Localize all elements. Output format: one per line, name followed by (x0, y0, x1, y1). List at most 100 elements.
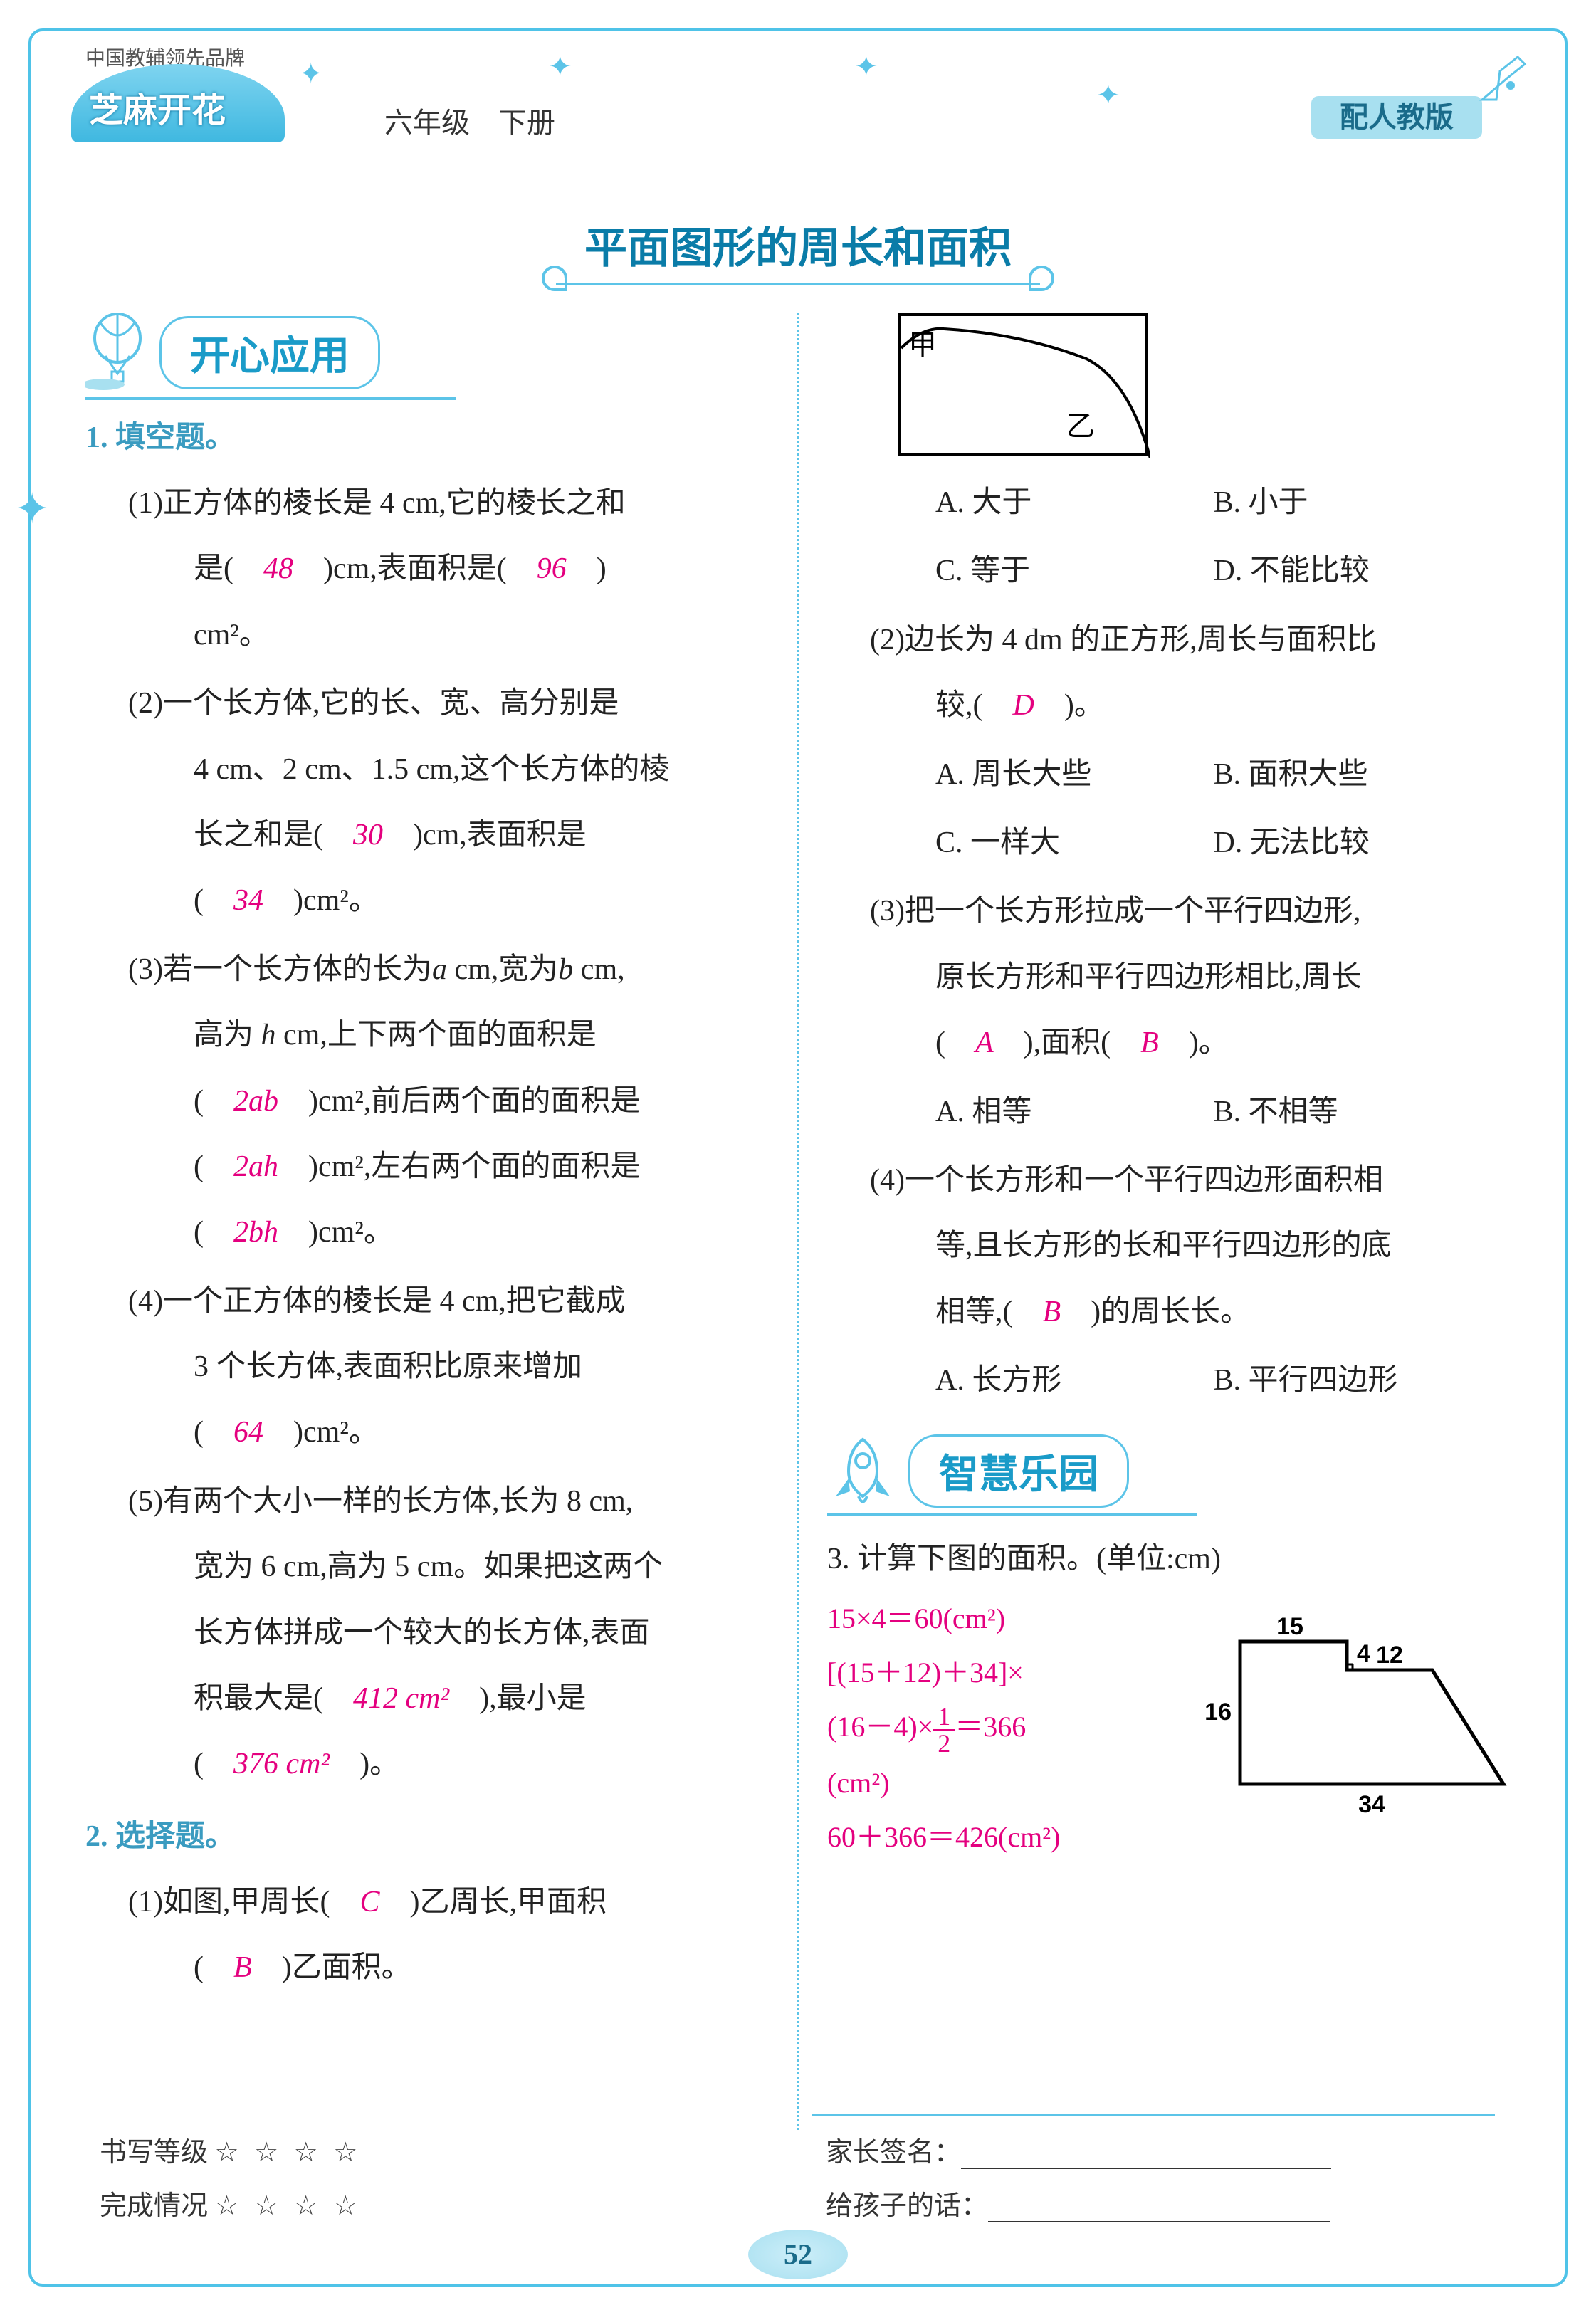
text: ),最小是 (449, 1682, 587, 1715)
q2-body-right: A. 大于 B. 小于 C. 等于 D. 不能比较 (2)边长为 4 dm 的正… (827, 470, 1511, 1413)
text: )。 (1159, 1027, 1229, 1059)
text: 是( (194, 552, 263, 585)
diagram-label-yi: 乙 (1066, 403, 1095, 444)
text: ),面积( (994, 1027, 1140, 1059)
q2-4: (4)一个长方形和一个平行四边形面积相 等,且长方形的长和平行四边形的底 相等,… (870, 1148, 1511, 1345)
answer: 412 cm² (353, 1682, 449, 1715)
text: 积最大是( (194, 1682, 353, 1715)
balloon-icon (85, 313, 149, 392)
answer: 2ab (233, 1085, 278, 1118)
text: )cm²。 (278, 1216, 394, 1249)
text: (1)正方体的棱长是 4 cm,它的棱长之和 (128, 487, 626, 520)
text: ( (194, 1150, 233, 1183)
text: cm²。 (194, 619, 269, 651)
signature-line[interactable] (961, 2168, 1331, 2169)
section-title-1: 开心应用 (159, 316, 380, 389)
edition-badge: 配人教版 (1311, 96, 1482, 139)
parent-message-label: 给孩子的话： (826, 2191, 988, 2221)
fig-label: 12 (1376, 1642, 1403, 1669)
diagram-curve (901, 316, 1150, 458)
text: (2)边长为 4 dm 的正方形,周长与面积比 (870, 624, 1377, 656)
writing-grade-label: 书写等级 (100, 2138, 208, 2168)
column-divider (797, 313, 799, 2130)
grade-label: 六年级 下册 (384, 100, 555, 141)
section-underline (85, 397, 456, 400)
text: 宽为 6 cm,高为 5 cm。如果把这两个 (194, 1550, 663, 1583)
option: A. 长方形 (935, 1348, 1206, 1413)
q2-2-options-ab: A. 周长大些 B. 面积大些 (870, 742, 1511, 807)
text: ＝366 (955, 1711, 1026, 1743)
answer: 30 (353, 819, 383, 851)
option: C. 一样大 (935, 810, 1206, 876)
q1-body: (1)正方体的棱长是 4 cm,它的棱长之和 是( 48 )cm,表面积是( 9… (85, 471, 769, 1797)
section-header-1: 开心应用 (85, 313, 769, 392)
right-column: 甲 乙 A. 大于 B. 小于 C. 等于 D. 不能比较 (2)边长为 4 d… (827, 313, 1511, 1848)
answer: D (1013, 689, 1034, 722)
q1-2: (2)一个长方体,它的长、宽、高分别是 4 cm、2 cm、1.5 cm,这个长… (128, 671, 769, 934)
text: cm, (573, 953, 624, 986)
left-column: 开心应用 1. 填空题。 (1)正方体的棱长是 4 cm,它的棱长之和 是( 4… (85, 313, 769, 2004)
option: C. 等于 (935, 538, 1206, 604)
parent-signature-row: 家长签名： (826, 2130, 1331, 2169)
completion-row: 完成情况 ☆ ☆ ☆ ☆ (100, 2183, 362, 2222)
q3-figure-wrap: 15×4＝60(cm²) [(15＋12)＋34]× (16－4)×12＝366… (827, 1592, 1511, 1848)
text: (16－4)× (827, 1711, 933, 1743)
q3-shape: 15 4 12 16 34 (1197, 1606, 1511, 1820)
q2-1-options-ab: A. 大于 B. 小于 (870, 470, 1511, 535)
text: 4 cm、2 cm、1.5 cm,这个长方体的棱 (194, 753, 669, 786)
text: ( (194, 1085, 233, 1118)
message-line[interactable] (988, 2221, 1330, 2222)
answer: 48 (263, 552, 293, 585)
q2-1-options-cd: C. 等于 D. 不能比较 (870, 538, 1511, 604)
q2-2-options-cd: C. 一样大 D. 无法比较 (870, 810, 1511, 876)
q2-4-options: A. 长方形 B. 平行四边形 (870, 1348, 1511, 1413)
calc-line: (cm²) (827, 1756, 1197, 1810)
answer: 2ah (233, 1150, 278, 1183)
text: ( (194, 1748, 233, 1780)
text: 长方体拼成一个较大的长方体,表面 (194, 1617, 650, 1649)
q2-1: (1)如图,甲周长( C )乙周长,甲面积 ( B )乙面积。 (128, 1869, 769, 2001)
page-number: 52 (748, 2230, 848, 2279)
text: (4)一个长方形和一个平行四边形面积相 (870, 1164, 1383, 1197)
star-rating: ☆ ☆ ☆ ☆ (215, 2138, 362, 2168)
brand-logo-text: 芝麻开花 (89, 82, 226, 132)
q1-1: (1)正方体的棱长是 4 cm,它的棱长之和 是( 48 )cm,表面积是( 9… (128, 471, 769, 668)
text: 3 个长方体,表面积比原来增加 (194, 1350, 582, 1383)
option: D. 无法比较 (1214, 810, 1370, 876)
fig-label: 34 (1358, 1791, 1385, 1818)
text: )乙周长,甲面积 (379, 1886, 607, 1918)
q2-body-left: (1)如图,甲周长( C )乙周长,甲面积 ( B )乙面积。 (85, 1869, 769, 2001)
fig-label: 16 (1204, 1699, 1232, 1726)
q1-3: (3)若一个长方体的长为a cm,宽为b cm, 高为 h cm,上下两个面的面… (128, 937, 769, 1266)
star-rating: ☆ ☆ ☆ ☆ (215, 2191, 362, 2221)
q2-3-options: A. 相等 B. 不相等 (870, 1079, 1511, 1145)
rocket-icon (827, 1436, 898, 1507)
q3-heading: 3. 计算下图的面积。(单位:cm) (827, 1534, 1511, 1578)
option: A. 周长大些 (935, 742, 1206, 807)
page-header: 中国教辅领先品牌 芝麻开花 六年级 下册 配人教版 (28, 28, 1568, 157)
text: (2)一个长方体,它的长、宽、高分别是 (128, 687, 619, 720)
lamp-icon (1475, 50, 1532, 107)
answer: 376 cm² (233, 1748, 330, 1780)
section-title-2: 智慧乐园 (908, 1434, 1129, 1508)
text: ( (935, 1027, 975, 1059)
text: 相等,( (935, 1296, 1043, 1328)
completion-label: 完成情况 (100, 2191, 208, 2221)
text: cm,上下两个面的面积是 (276, 1019, 597, 1051)
page-footer: 书写等级 ☆ ☆ ☆ ☆ 完成情况 ☆ ☆ ☆ ☆ 家长签名： 给孩子的话： (100, 2130, 1496, 2222)
text: 原长方形和平行四边形相比,周长 (935, 961, 1362, 994)
text: )cm,表面积是 (383, 819, 587, 851)
text: (4)一个正方体的棱长是 4 cm,把它截成 (128, 1285, 626, 1318)
star-deco-icon: ✦ (14, 484, 50, 534)
fig-label: 4 (1357, 1640, 1370, 1667)
answer: 96 (537, 552, 567, 585)
text: )cm,表面积是( (293, 552, 537, 585)
fig-label: 15 (1276, 1613, 1303, 1640)
text: )乙面积。 (252, 1951, 411, 1984)
parent-message-row: 给孩子的话： (826, 2183, 1331, 2222)
footer-left: 书写等级 ☆ ☆ ☆ ☆ 完成情况 ☆ ☆ ☆ ☆ (100, 2130, 362, 2237)
text: ( (194, 884, 233, 917)
q2-3: (3)把一个长方形拉成一个平行四边形, 原长方形和平行四边形相比,周长 ( A … (870, 878, 1511, 1076)
footer-right: 家长签名： 给孩子的话： (826, 2130, 1331, 2237)
answer: C (359, 1886, 379, 1918)
